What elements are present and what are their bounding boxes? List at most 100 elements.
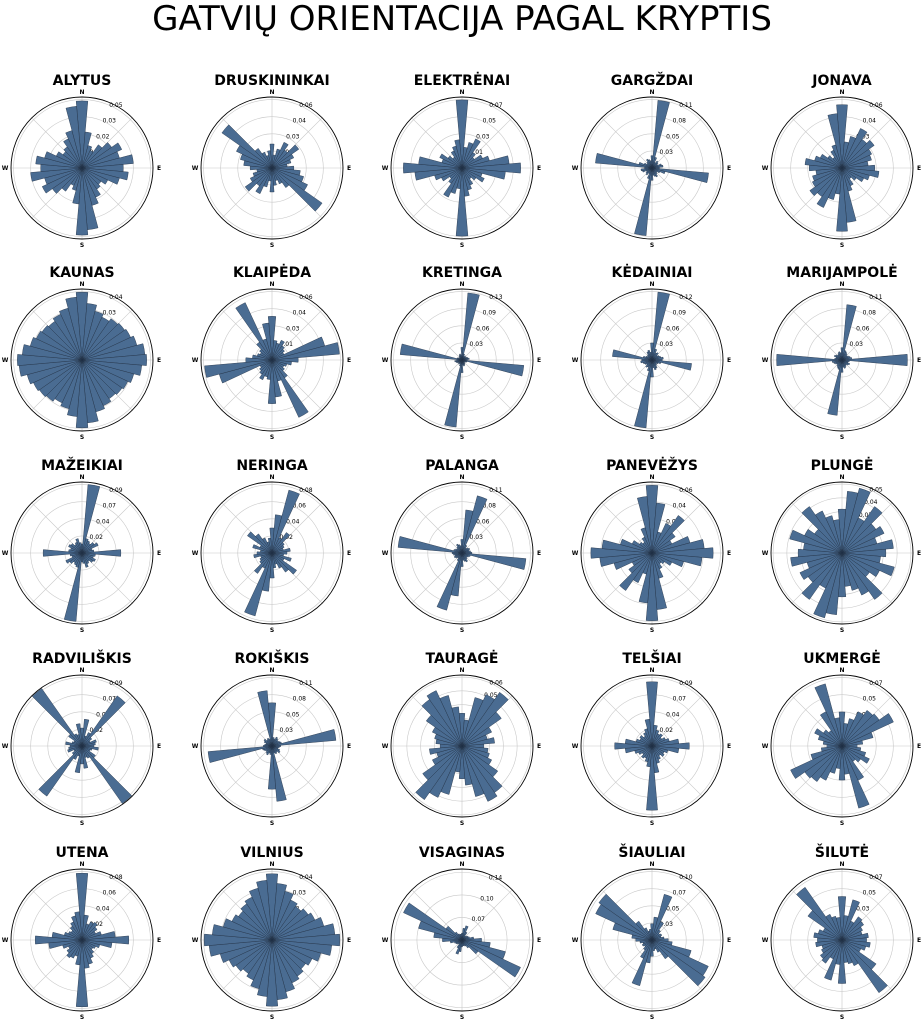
orientation-bar (640, 939, 653, 959)
chart-title: PALANGA (425, 458, 499, 474)
grid-ring (237, 133, 307, 203)
radial-tick-label: 0.04 (96, 905, 110, 912)
west-label: W (572, 937, 579, 944)
radial-tick-label: 0.03 (286, 133, 300, 140)
west-label: W (2, 743, 9, 750)
radial-tick-label: 0.06 (293, 503, 307, 510)
north-label: N (459, 861, 464, 868)
orientation-bar (259, 552, 273, 564)
grid-ring (772, 483, 912, 623)
radial-tick-label: 0.05 (483, 118, 497, 125)
orientation-bar (422, 745, 463, 781)
orientation-bar (455, 99, 469, 169)
south-label: S (840, 820, 844, 827)
outer-ring (200, 481, 344, 625)
orientation-bar (81, 552, 85, 564)
grid-ring (786, 497, 898, 609)
orientation-bar (81, 552, 89, 568)
orientation-bar (643, 939, 653, 951)
orientation-bar (590, 547, 653, 559)
orientation-bar (461, 547, 471, 554)
south-label: S (650, 627, 654, 634)
orientation-bar (253, 552, 273, 574)
north-label: N (79, 861, 84, 868)
orientation-bar (35, 935, 83, 945)
east-label: E (727, 357, 731, 364)
orientation-bar (250, 939, 273, 990)
orientation-bar (841, 148, 872, 169)
orientation-bar (259, 552, 273, 561)
orientation-bar (841, 552, 883, 600)
orientation-bar (271, 159, 292, 169)
orientation-bar (841, 304, 857, 361)
orientation-bar (81, 154, 134, 169)
orientation-bar (640, 167, 653, 172)
chart-title: DRUSKININKAI (214, 73, 329, 89)
orientation-bar (644, 718, 653, 747)
north-label: N (269, 474, 274, 481)
orientation-bar (651, 745, 665, 757)
orientation-bar (81, 552, 94, 563)
west-label: W (572, 550, 579, 557)
orientation-bar (841, 939, 888, 994)
orientation-bar (641, 745, 653, 759)
orientation-bar (649, 351, 653, 361)
orientation-bar (651, 164, 664, 169)
outer-ring (390, 481, 534, 625)
radial-tick-label: 0.03 (280, 727, 294, 734)
orientation-bar (619, 552, 653, 591)
outer-ring (580, 288, 724, 432)
radial-tick-label: 0.03 (859, 512, 873, 519)
radial-tick-label: 0.04 (96, 711, 110, 718)
grid-ring (617, 325, 687, 395)
orientation-bar (81, 310, 104, 361)
south-label: S (650, 1014, 654, 1021)
orientation-bar (271, 542, 285, 554)
south-label: S (840, 1014, 844, 1021)
orientation-bar (821, 939, 843, 954)
orientation-bar (259, 359, 273, 381)
east-label: E (537, 937, 541, 944)
orientation-bar (841, 740, 863, 747)
south-label: S (270, 820, 274, 827)
orientation-bar (815, 510, 843, 554)
grid-ring (203, 871, 341, 1009)
east-label: E (727, 165, 731, 172)
orientation-bar (447, 155, 463, 169)
radial-tick-label: 0.04 (863, 118, 877, 125)
orientation-bar (651, 547, 714, 559)
orientation-bar (403, 902, 463, 941)
orientation-bar (30, 167, 83, 182)
orientation-bar (81, 695, 126, 747)
orientation-bar (81, 742, 96, 747)
orientation-bar (271, 933, 341, 947)
orientation-bar (651, 552, 665, 565)
orientation-bar (271, 545, 285, 554)
orientation-bar (81, 921, 98, 941)
orientation-bar (461, 745, 473, 786)
north-label: N (649, 281, 654, 288)
orientation-bar (75, 723, 83, 747)
grid-ring (30, 501, 134, 605)
orientation-bar (651, 939, 706, 987)
orientation-bar (812, 167, 843, 182)
orientation-bar (267, 537, 273, 554)
orientation-bar (651, 162, 659, 169)
north-label: N (79, 281, 84, 288)
orientation-bar (841, 939, 853, 965)
orientation-bar (651, 929, 661, 941)
grid-ring (773, 291, 911, 429)
radial-tick-label: 0.08 (863, 310, 877, 317)
outer-ring (580, 481, 724, 625)
north-label: N (839, 861, 844, 868)
orientation-bar (841, 552, 869, 596)
outer-ring (770, 288, 914, 432)
orientation-bar (459, 353, 463, 361)
radial-tick-label: 0.07 (103, 696, 117, 703)
radial-tick-label: 0.04 (293, 118, 307, 125)
